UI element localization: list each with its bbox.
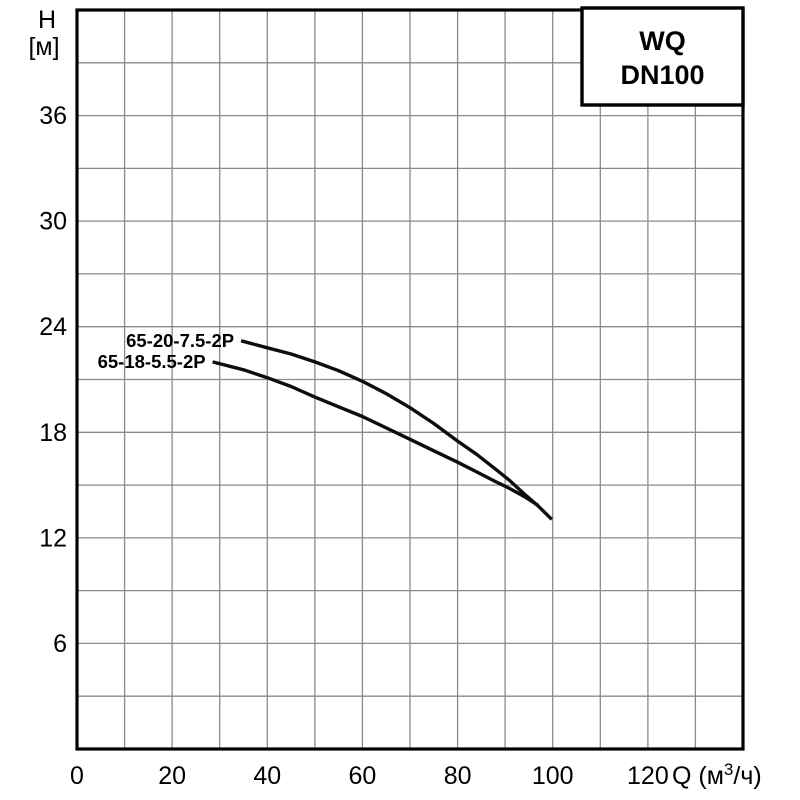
x-tick-label: 20	[158, 762, 186, 790]
x-axis-title: Q (м3/ч)	[672, 760, 762, 790]
y-axis-unit: [м]	[28, 33, 59, 61]
x-tick-label: 60	[348, 762, 376, 790]
x-axis-title-suffix: /ч)	[733, 762, 761, 790]
x-axis-tick-labels: 0 20 40 60 80 100 120	[70, 762, 669, 790]
pump-curve-65-20-7.5-2P	[240, 339, 553, 521]
pump-curve-65-18-5.5-2P	[212, 360, 539, 507]
y-tick-label: 12	[39, 524, 67, 552]
y-axis-title: H	[38, 6, 56, 34]
plot-border	[75, 8, 745, 751]
y-tick-label: 24	[39, 313, 67, 341]
y-tick-label: 6	[53, 630, 67, 658]
x-tick-label: 120	[627, 762, 669, 790]
curve-label-65-20-7.5-2P: 65-20-7.5-2P	[126, 330, 234, 351]
series-size-label: DN100	[620, 60, 704, 90]
x-tick-label: 40	[253, 762, 281, 790]
y-tick-label: 30	[39, 208, 67, 236]
y-axis-tick-labels: 36 30 24 18 12 6	[39, 102, 67, 658]
y-tick-label: 18	[39, 419, 67, 447]
x-axis-title-text: Q (м3/ч)	[672, 760, 762, 790]
pump-curves	[212, 339, 553, 521]
series-family-label: WQ	[639, 26, 686, 56]
model-series-box-frame	[580, 6, 745, 107]
x-tick-label: 0	[70, 762, 84, 790]
x-tick-label: 100	[532, 762, 574, 790]
x-tick-label: 80	[444, 762, 472, 790]
x-axis-title-prefix: Q (м	[672, 762, 724, 790]
model-series-box: WQ DN100	[580, 6, 745, 107]
x-axis-title-superscript: 3	[724, 760, 733, 779]
y-tick-label: 36	[39, 102, 67, 130]
curve-label-65-18-5.5-2P: 65-18-5.5-2P	[98, 351, 206, 372]
gridlines	[77, 10, 743, 749]
